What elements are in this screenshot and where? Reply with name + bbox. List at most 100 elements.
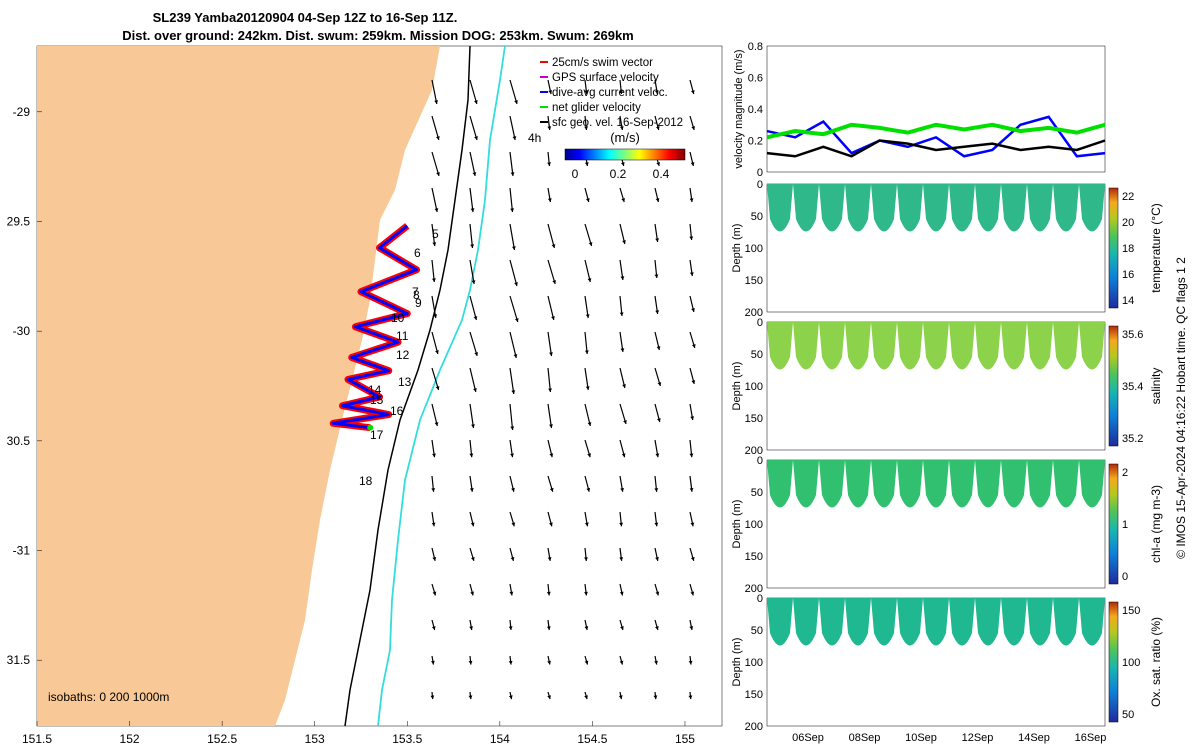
land-mass <box>37 46 440 726</box>
velocity-series-line <box>766 139 1106 158</box>
geo-vector <box>430 655 435 665</box>
colorbar-tick-label: 20 <box>1122 217 1134 229</box>
time-x-tick-label: 06Sep <box>792 732 824 744</box>
geo-vector <box>469 295 478 321</box>
velocity-y-tick-label: 0.2 <box>748 136 763 148</box>
velocity-y-ticks: 0 0.2 0.4 0.6 0.8 <box>748 41 763 179</box>
depth-tick-label: 100 <box>745 519 763 531</box>
geo-vector <box>469 187 475 213</box>
geo-vector <box>654 511 659 527</box>
colorbar-tick-label: 22 <box>1122 191 1134 203</box>
colorbar-label: chl-a (mg m-3) <box>1149 485 1163 563</box>
map-colorbar-tick: 0.2 <box>610 167 627 181</box>
geo-vector <box>654 583 660 596</box>
map-y-tick-label: 31.5 <box>7 653 31 667</box>
day-label: 5 <box>432 227 439 241</box>
depth-tick-label: 150 <box>745 689 763 701</box>
geo-vector <box>509 367 516 395</box>
depth-tick-label: 100 <box>745 243 763 255</box>
section-oxygen: Depth (m) 0 50 100 150 200 150 100 50 Ox. sat. ra… <box>731 593 1163 733</box>
figure-subtitle: Dist. over ground: 242km. Dist. swum: 25… <box>122 28 634 43</box>
geo-vector <box>689 115 696 131</box>
legend-entry: 25cm/s swim vector <box>552 57 653 69</box>
geo-vector <box>547 79 553 95</box>
geo-vector <box>547 367 552 393</box>
geo-vector <box>509 79 518 105</box>
section-data-area <box>767 184 1105 232</box>
qc-note: © IMOS 15-Apr-2024 04:16:22 Hobart time.… <box>1174 257 1188 559</box>
geo-vector <box>584 115 589 131</box>
geo-vector <box>689 475 694 492</box>
geo-vector <box>469 223 475 249</box>
geo-vector <box>689 259 694 277</box>
geo-vector <box>547 115 552 131</box>
time-x-tick-label: 12Sep <box>962 732 994 744</box>
colorbar-tick-label: 14 <box>1122 295 1134 307</box>
time-x-tick-label: 08Sep <box>849 732 881 744</box>
geo-vector <box>509 259 518 287</box>
geo-vector <box>430 691 435 700</box>
geo-vector <box>619 655 624 665</box>
geo-vector <box>584 223 593 247</box>
geo-vector <box>619 367 626 389</box>
depth-tick-label: 200 <box>745 445 763 457</box>
depth-tick-label: 200 <box>745 721 763 733</box>
velocity-series-line <box>766 122 1106 140</box>
geo-vector <box>431 79 438 105</box>
legend-entry: GPS surface velocity <box>552 72 659 84</box>
geo-vector <box>689 439 694 458</box>
depth-ylabel: Depth (m) <box>731 500 743 549</box>
colorbar-tick-label: 16 <box>1122 269 1134 281</box>
time-label: 4h <box>528 131 541 145</box>
day-label: 9 <box>415 296 422 310</box>
map-legend: 25cm/s swim vector GPS surface velocity di… <box>540 57 683 129</box>
geo-vector <box>508 691 513 700</box>
geo-vector <box>584 475 591 492</box>
geo-vector <box>547 403 553 429</box>
geo-vector <box>654 79 659 95</box>
geo-vector <box>469 79 478 105</box>
geo-vector <box>509 223 516 251</box>
geo-vector <box>619 295 624 317</box>
geo-vector <box>469 439 474 458</box>
geo-vector <box>469 511 475 527</box>
geo-vector <box>468 691 473 700</box>
depth-tick-label: 0 <box>757 317 763 329</box>
geo-vector <box>618 691 623 700</box>
section-colorbar <box>1108 463 1119 585</box>
legend-entry: sfc geo. vel. 16-Sep-2012 <box>552 117 683 129</box>
geo-vector <box>547 511 553 527</box>
map-y-ticks: -29 29.5 -30 30.5 -31 31.5 <box>7 105 42 667</box>
depth-tick-label: 0 <box>757 455 763 467</box>
geo-vector <box>619 475 624 492</box>
map-colorbar-tick: 0 <box>572 167 579 181</box>
geo-vector <box>469 259 476 285</box>
colorbar-title: (m/s) <box>610 130 640 145</box>
geo-vector <box>654 115 660 131</box>
geo-vector <box>653 691 658 700</box>
section-data-area <box>767 322 1105 370</box>
geo-vector <box>654 475 659 492</box>
geostrophic-vector-field <box>430 79 696 700</box>
geo-vector <box>584 79 589 95</box>
map-y-tick-label: -30 <box>13 324 31 338</box>
geo-vector <box>619 115 624 131</box>
geo-vector <box>619 223 626 245</box>
depth-tick-label: 200 <box>745 583 763 595</box>
geo-vector <box>654 655 658 665</box>
geo-vector <box>509 403 515 431</box>
section-data-area <box>767 460 1105 508</box>
depth-tick-label: 150 <box>745 551 763 563</box>
geo-vector <box>547 547 552 561</box>
geo-vector <box>508 619 513 631</box>
day-label: 17 <box>370 428 384 442</box>
geo-vector <box>547 331 553 357</box>
geo-vector <box>469 151 477 177</box>
day-label: 18 <box>359 474 373 488</box>
geo-vector <box>689 619 694 631</box>
day-label: 12 <box>396 348 410 362</box>
geo-vector <box>654 367 662 387</box>
geo-vector <box>689 223 694 241</box>
day-label: 15 <box>370 393 384 407</box>
